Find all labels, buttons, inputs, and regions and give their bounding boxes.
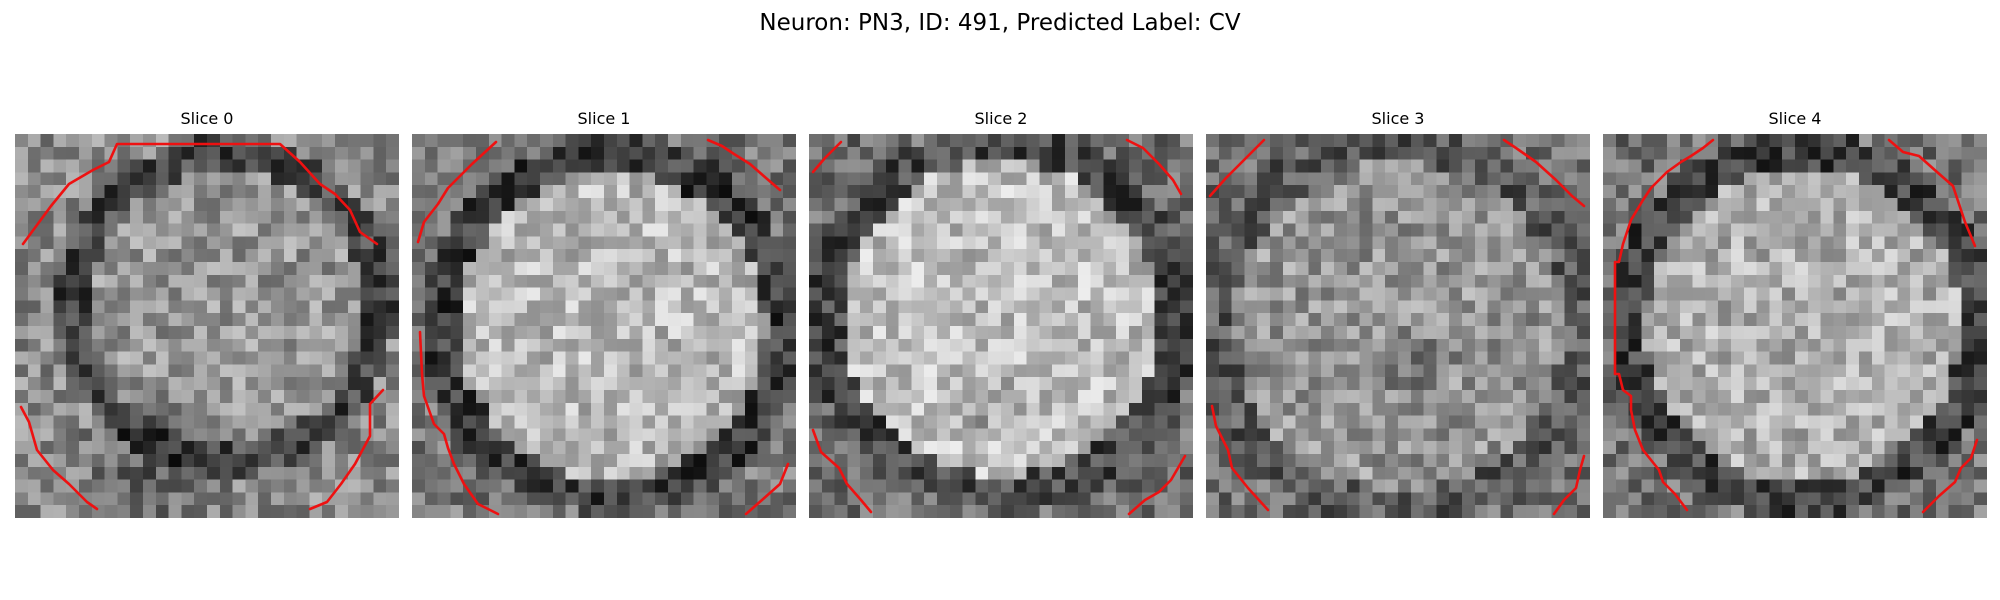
slice-image <box>1603 134 1987 518</box>
slice-title: Slice 4 <box>1768 109 1822 128</box>
slice-panel-4: Slice 4 <box>1603 108 1987 518</box>
figure-title: Neuron: PN3, ID: 491, Predicted Label: C… <box>759 10 1241 36</box>
slice-title: Slice 1 <box>577 109 631 128</box>
slice-image <box>15 134 399 518</box>
slice-panel-2: Slice 2 <box>809 108 1193 518</box>
slice-image <box>1206 134 1590 518</box>
slice-panel-0: Slice 0 <box>15 108 399 518</box>
slice-image <box>412 134 796 518</box>
slice-panel-1: Slice 1 <box>412 108 796 518</box>
slice-title: Slice 3 <box>1371 109 1425 128</box>
slice-title: Slice 0 <box>180 109 234 128</box>
slice-image <box>809 134 1193 518</box>
slice-panel-3: Slice 3 <box>1206 108 1590 518</box>
slice-title: Slice 2 <box>974 109 1028 128</box>
